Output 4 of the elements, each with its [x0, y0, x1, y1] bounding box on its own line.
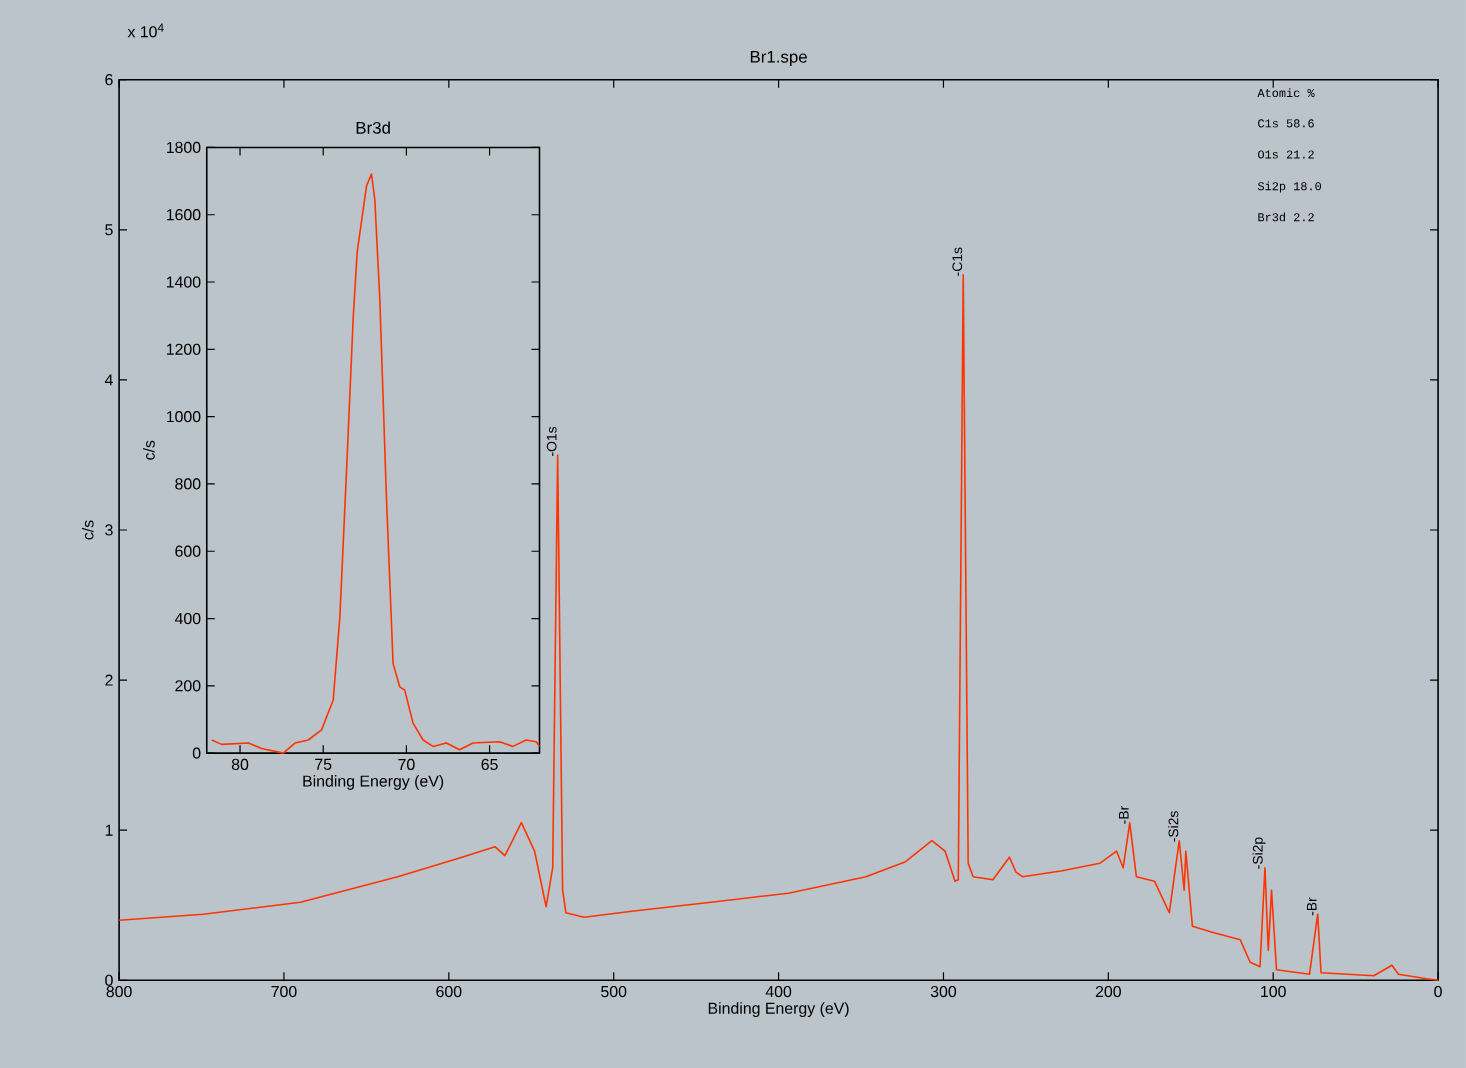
- chart-title: Br3d: [356, 121, 390, 134]
- chart-title: Br1.spe: [750, 51, 807, 67]
- line-series: [118, 274, 1439, 982]
- line-series: [210, 173, 541, 754]
